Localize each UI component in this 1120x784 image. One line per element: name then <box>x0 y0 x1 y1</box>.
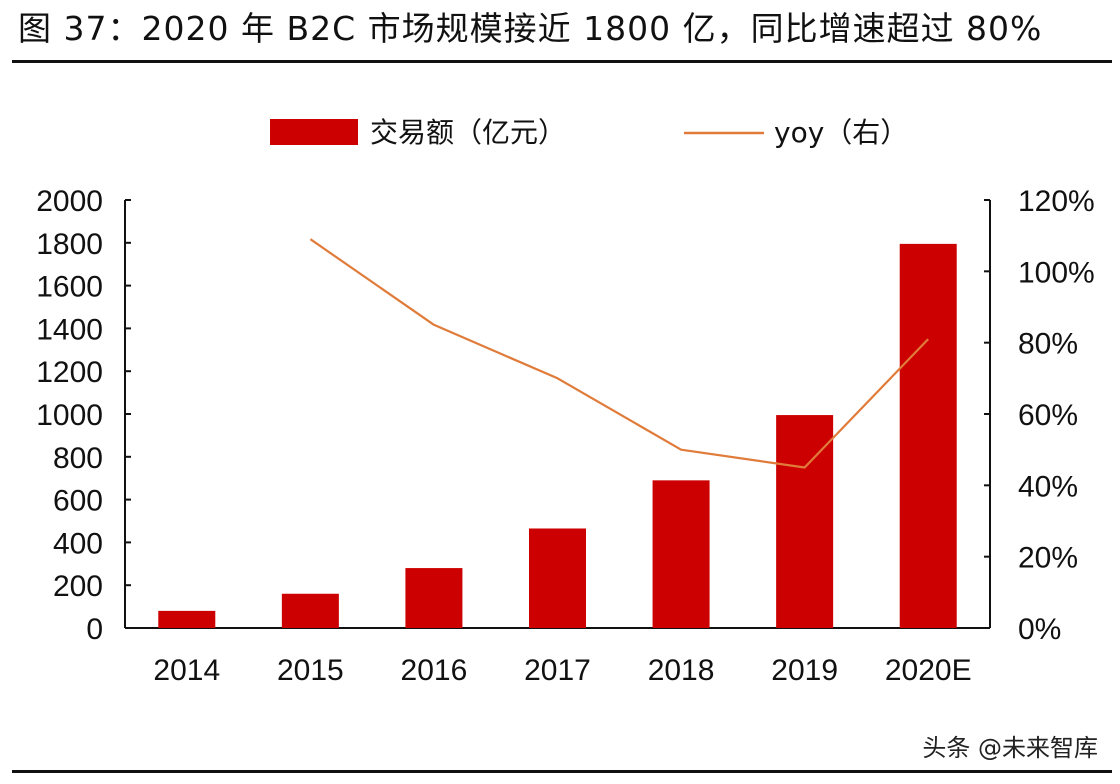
bars <box>158 243 957 628</box>
y-left-tick-label: 1200 <box>36 356 103 389</box>
y-right-tick-label: 20% <box>1018 542 1078 575</box>
y-right-tick-label: 0% <box>1018 613 1061 646</box>
y-left-tick-label: 600 <box>53 485 103 518</box>
chart-title: 图 37：2020 年 B2C 市场规模接近 1800 亿，同比增速超过 80% <box>18 9 1043 48</box>
x-tick-label: 2018 <box>648 654 715 687</box>
legend-line-label: yoy（右） <box>774 116 908 149</box>
x-tick-label: 2017 <box>524 654 591 687</box>
watermark: 头条 @未来智库 <box>922 734 1098 762</box>
x-tick-label: 2019 <box>771 654 838 687</box>
legend-bar-label: 交易额（亿元） <box>370 116 566 149</box>
top-rule <box>12 60 1112 63</box>
y-left-tick-label: 800 <box>53 442 103 475</box>
yoy-line <box>309 238 929 469</box>
bar-2020E <box>899 243 957 628</box>
y-left-tick-label: 1000 <box>36 399 103 432</box>
bar-2016 <box>405 568 463 628</box>
y-right-tick-label: 80% <box>1018 328 1078 361</box>
y-right-tick-label: 120% <box>1018 185 1095 218</box>
bar-2017 <box>529 528 586 628</box>
legend: 交易额（亿元） yoy（右） <box>270 116 908 149</box>
bar-2019 <box>776 415 834 628</box>
yoy-series-line <box>309 238 929 469</box>
y-right-tick-label: 40% <box>1018 470 1078 503</box>
y-right-tick-label: 60% <box>1018 399 1078 432</box>
x-tick-label: 2014 <box>153 654 220 687</box>
legend-bar-swatch <box>270 119 358 145</box>
bar-2015 <box>281 593 339 628</box>
y-right-tick-label: 100% <box>1018 256 1095 289</box>
y-left-tick-label: 2000 <box>36 185 103 218</box>
x-tick-label: 2015 <box>277 654 344 687</box>
bottom-rule <box>12 770 1112 773</box>
y-left-tick-label: 1400 <box>36 313 103 346</box>
x-tick-label: 2016 <box>401 654 468 687</box>
bar-2018 <box>652 480 710 628</box>
y-left-tick-label: 400 <box>53 527 103 560</box>
bar-2014 <box>158 610 216 628</box>
x-tick-label: 2020E <box>885 654 972 687</box>
y-left-tick-label: 1600 <box>36 271 103 304</box>
y-left-tick-label: 0 <box>86 613 103 646</box>
y-left-tick-label: 1800 <box>36 228 103 261</box>
tick-labels: 0 200 400 600 800 1000 1200 1400 1600 1800 2000 0% 2… <box>36 185 1094 687</box>
y-left-tick-label: 200 <box>53 570 103 603</box>
